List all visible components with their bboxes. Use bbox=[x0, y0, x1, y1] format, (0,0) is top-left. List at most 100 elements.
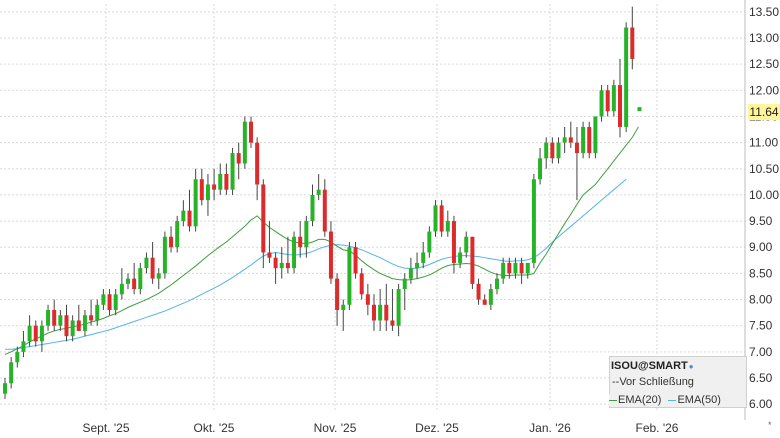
candle-body bbox=[64, 315, 69, 337]
candle-body bbox=[304, 221, 309, 248]
y-tick-label: 6.50 bbox=[749, 371, 773, 385]
candle-body bbox=[126, 278, 130, 284]
candle-body bbox=[316, 189, 321, 195]
ema20-line bbox=[4, 126, 639, 355]
candle-body bbox=[513, 262, 518, 274]
candle-body bbox=[58, 315, 63, 326]
candle-body bbox=[347, 247, 352, 305]
candle-body bbox=[488, 289, 493, 305]
candle-body bbox=[605, 90, 610, 112]
candle-body bbox=[587, 126, 592, 154]
candle-body bbox=[322, 189, 327, 232]
candle-body bbox=[421, 252, 426, 263]
candle-body bbox=[538, 158, 543, 180]
candle-body bbox=[76, 320, 81, 331]
candle-body bbox=[574, 142, 579, 154]
candle-body bbox=[267, 252, 272, 258]
candle-body bbox=[415, 262, 420, 269]
candle-body bbox=[113, 294, 118, 310]
candle-body bbox=[187, 210, 192, 227]
candle-body bbox=[21, 341, 26, 352]
candle-body bbox=[519, 262, 524, 274]
candle-body bbox=[9, 362, 14, 384]
ema50-swatch-icon bbox=[668, 399, 677, 401]
candle-body bbox=[70, 320, 75, 337]
y-tick-label: 6.00 bbox=[749, 397, 773, 411]
y-tick-label: 8.50 bbox=[749, 266, 773, 280]
y-tick-label: 9.00 bbox=[749, 240, 773, 254]
corner-asterisk: * bbox=[768, 420, 772, 430]
candle-body bbox=[378, 304, 383, 321]
candle-body bbox=[544, 142, 549, 159]
candle-body bbox=[427, 231, 432, 253]
candle-body bbox=[249, 121, 253, 143]
y-tick-label: 13.50 bbox=[749, 5, 779, 19]
candle-body bbox=[175, 221, 180, 248]
candle-body bbox=[52, 310, 57, 326]
candle-body bbox=[618, 85, 622, 127]
candle-body bbox=[132, 278, 137, 290]
x-tick-label: Sept. '25 bbox=[83, 421, 130, 435]
candle-body bbox=[581, 126, 586, 154]
legend-vor-schliessung-label: --Vor Schließung bbox=[612, 376, 694, 388]
candle-body bbox=[15, 351, 20, 363]
x-tick-label: Feb. '26 bbox=[636, 421, 679, 435]
candle-body bbox=[39, 325, 44, 342]
candle-body bbox=[205, 184, 210, 201]
last-price-mark bbox=[637, 107, 642, 112]
legend-title: ISOU@SMART● bbox=[611, 360, 694, 372]
y-tick-label: 10.50 bbox=[749, 162, 779, 176]
candle-body bbox=[593, 116, 598, 154]
candle-body bbox=[562, 137, 567, 143]
candle-body bbox=[451, 221, 456, 263]
candle-body bbox=[402, 278, 407, 290]
candle-body bbox=[372, 304, 376, 321]
ema50-line bbox=[5, 178, 627, 350]
candle-body bbox=[384, 304, 389, 321]
candle-body bbox=[156, 273, 161, 279]
candle-body bbox=[482, 299, 487, 305]
last-price-tag: 11.64 bbox=[748, 104, 780, 120]
candle-body bbox=[611, 85, 616, 112]
symbol-label: ISOU@SMART bbox=[611, 360, 688, 372]
candle-body bbox=[101, 294, 106, 305]
ema20-swatch-icon bbox=[609, 399, 617, 401]
x-tick-label: Okt. '25 bbox=[194, 421, 235, 435]
candle-body bbox=[273, 257, 278, 269]
candle-body bbox=[255, 142, 260, 185]
candle-body bbox=[408, 268, 413, 279]
candle-body bbox=[292, 236, 297, 269]
x-tick-label: Nov. '25 bbox=[314, 421, 357, 435]
candle-body bbox=[476, 283, 481, 300]
y-tick-label: 12.00 bbox=[749, 83, 779, 97]
x-tick-label: Dez. '25 bbox=[415, 421, 459, 435]
candle-body bbox=[138, 268, 143, 290]
candle-body bbox=[279, 262, 284, 269]
candle-body bbox=[144, 257, 149, 269]
y-tick-label: 13.00 bbox=[749, 31, 779, 45]
y-tick-label: 7.50 bbox=[749, 319, 773, 333]
candle-body bbox=[341, 304, 346, 310]
candle-body bbox=[599, 90, 604, 117]
candle-body bbox=[365, 294, 370, 305]
candle-body bbox=[150, 257, 155, 279]
candle-body bbox=[3, 383, 7, 394]
candle-body bbox=[458, 252, 463, 263]
candle-body bbox=[119, 283, 124, 295]
candle-body bbox=[470, 236, 475, 284]
candle-body bbox=[230, 153, 235, 190]
candle-body bbox=[107, 294, 112, 310]
candle-body bbox=[550, 142, 555, 159]
candle-body bbox=[396, 289, 401, 326]
candle-body bbox=[507, 262, 512, 274]
candle-body bbox=[630, 27, 635, 59]
legend-ema: EMA(20) EMA(50) bbox=[609, 394, 721, 406]
symbol-dot-icon: ● bbox=[688, 362, 694, 371]
candle-body bbox=[33, 325, 38, 342]
candle-body bbox=[556, 142, 561, 159]
candle-body bbox=[199, 179, 204, 201]
candle-body bbox=[568, 137, 573, 143]
candle-body bbox=[501, 262, 506, 279]
ema20-label: EMA(20) bbox=[618, 394, 662, 406]
candle-body bbox=[285, 262, 290, 269]
